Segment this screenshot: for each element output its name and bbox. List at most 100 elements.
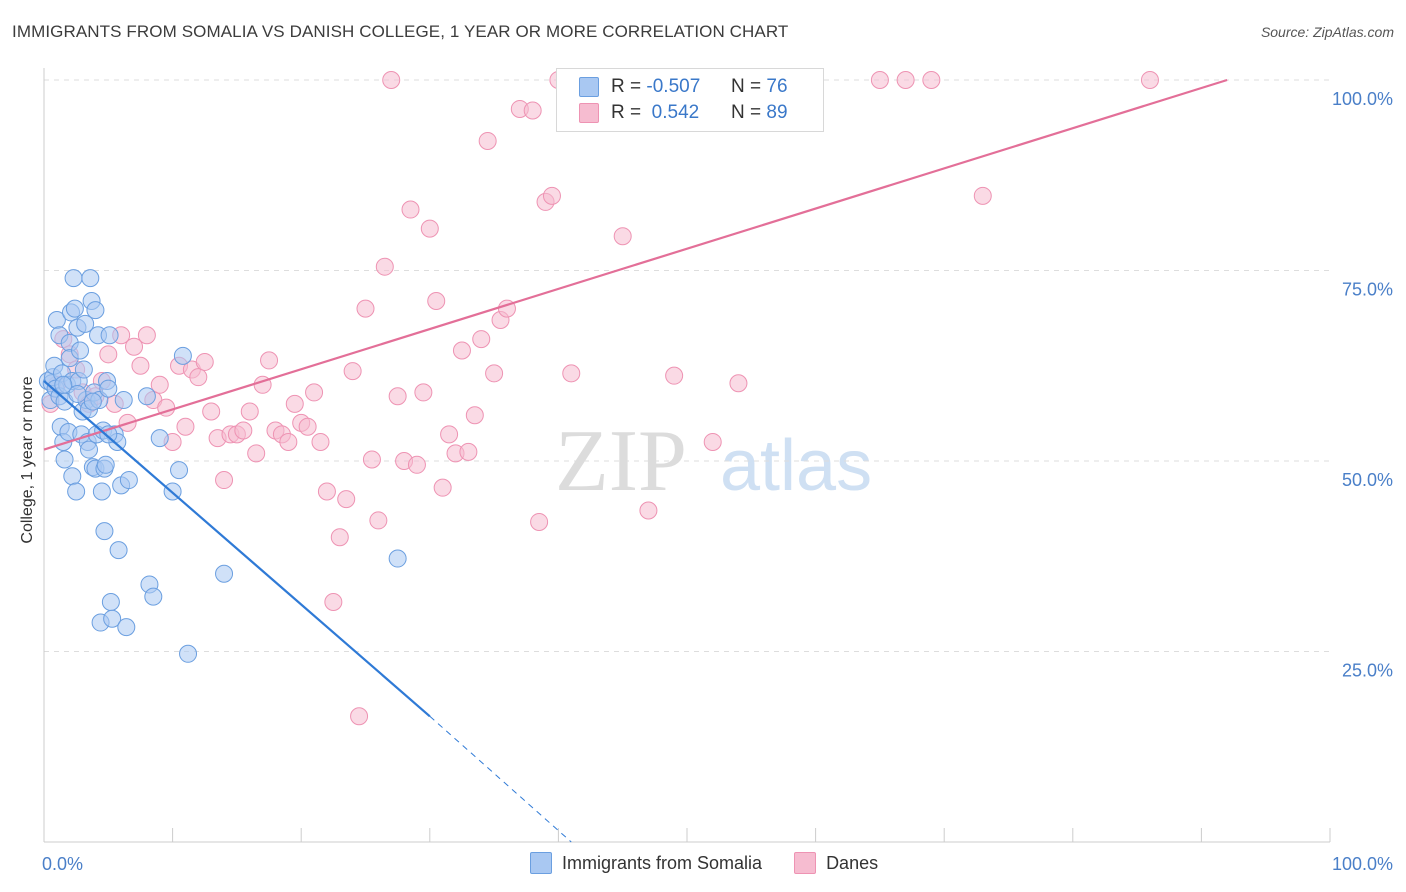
x-tick-label: 0.0% bbox=[42, 854, 83, 874]
danes-point bbox=[485, 364, 504, 383]
danes-point bbox=[356, 299, 375, 318]
danes-point bbox=[459, 442, 478, 461]
danes-point bbox=[150, 375, 169, 394]
x-tick-label: 100.0% bbox=[1332, 854, 1393, 874]
danes-point bbox=[433, 478, 452, 497]
danes-point bbox=[427, 291, 446, 310]
r-value-danes: 0.542 bbox=[651, 102, 700, 123]
danes-trend-line bbox=[43, 78, 1228, 451]
danes-point bbox=[337, 490, 356, 509]
danes-point bbox=[247, 444, 266, 463]
somalia-point bbox=[119, 471, 138, 490]
r-label: R = bbox=[611, 76, 642, 97]
legend-label-somalia: Immigrants from Somalia bbox=[562, 852, 763, 873]
somalia-point bbox=[83, 392, 102, 411]
danes-point bbox=[362, 450, 381, 469]
somalia-point bbox=[86, 301, 105, 320]
source-label: Source: ZipAtlas.com bbox=[1260, 24, 1394, 40]
danes-point bbox=[703, 432, 722, 451]
somalia-point bbox=[64, 269, 83, 288]
danes-point bbox=[452, 341, 471, 360]
somalia-trend-extension bbox=[429, 715, 572, 843]
legend-row-somalia: R = -0.507 N = 76 bbox=[579, 75, 788, 99]
somalia-point bbox=[81, 269, 100, 288]
y-tick-label: 50.0% bbox=[1342, 470, 1393, 490]
danes-point bbox=[523, 101, 542, 120]
danes-point bbox=[350, 707, 369, 726]
watermark-atlas: atlas bbox=[720, 426, 872, 506]
somalia-point bbox=[100, 326, 119, 345]
series-legend: Immigrants from Somalia Danes bbox=[530, 852, 910, 874]
n-label: N = bbox=[731, 102, 762, 123]
somalia-point bbox=[117, 618, 136, 637]
somalia-point bbox=[55, 450, 74, 469]
danes-point bbox=[440, 425, 459, 444]
danes-point bbox=[973, 186, 992, 205]
legend-item-danes: Danes bbox=[794, 852, 878, 874]
danes-point bbox=[176, 417, 195, 436]
somalia-point bbox=[67, 482, 86, 501]
somalia-point bbox=[68, 384, 87, 403]
danes-point bbox=[369, 511, 388, 530]
danes-point bbox=[407, 455, 426, 474]
danes-point bbox=[420, 219, 439, 238]
danes-point bbox=[375, 257, 394, 276]
y-tick-labels: 25.0% 50.0% 75.0% 100.0% bbox=[1332, 89, 1393, 681]
danes-point bbox=[189, 368, 208, 387]
danes-point bbox=[317, 482, 336, 501]
danes-point bbox=[388, 387, 407, 406]
legend-item-somalia: Immigrants from Somalia bbox=[530, 852, 762, 874]
danes-point bbox=[478, 131, 497, 150]
somalia-legend-swatch bbox=[530, 852, 552, 874]
y-tick-label: 75.0% bbox=[1342, 280, 1393, 300]
y-tick-label: 25.0% bbox=[1342, 661, 1393, 681]
somalia-point bbox=[103, 609, 122, 628]
danes-legend-swatch bbox=[794, 852, 817, 874]
n-value-danes: 89 bbox=[766, 102, 788, 123]
danes-point bbox=[382, 71, 401, 89]
somalia-point bbox=[173, 346, 192, 365]
somalia-point bbox=[74, 360, 93, 379]
somalia-swatch bbox=[579, 77, 599, 97]
danes-point bbox=[639, 501, 658, 520]
danes-point bbox=[202, 402, 221, 421]
danes-point bbox=[343, 362, 362, 381]
danes-point bbox=[1140, 71, 1159, 89]
danes-point bbox=[195, 352, 214, 371]
danes-point bbox=[465, 406, 484, 425]
danes-point bbox=[234, 421, 253, 440]
legend-label-danes: Danes bbox=[826, 852, 879, 873]
somalia-point bbox=[101, 592, 120, 611]
somalia-point bbox=[144, 587, 163, 606]
danes-point bbox=[305, 383, 324, 402]
r-label: R = bbox=[611, 102, 642, 123]
somalia-point bbox=[54, 375, 73, 394]
somalia-points bbox=[38, 269, 407, 663]
somalia-point bbox=[95, 522, 114, 541]
danes-swatch bbox=[579, 103, 599, 123]
danes-point bbox=[613, 227, 632, 246]
n-label: N = bbox=[731, 76, 762, 97]
danes-point bbox=[240, 402, 259, 421]
y-axis-label: College, 1 year or more bbox=[19, 376, 36, 543]
danes-point bbox=[729, 374, 748, 393]
somalia-trend-line bbox=[43, 380, 431, 718]
danes-point bbox=[472, 330, 491, 349]
danes-point bbox=[401, 200, 420, 219]
danes-point bbox=[330, 528, 349, 547]
r-value-somalia: -0.507 bbox=[646, 76, 701, 97]
axes bbox=[43, 68, 1331, 843]
danes-point bbox=[922, 71, 941, 89]
somalia-point bbox=[170, 461, 189, 480]
somalia-point bbox=[63, 467, 82, 486]
n-value-somalia: 76 bbox=[766, 76, 788, 97]
trend-lines bbox=[43, 78, 1228, 843]
somalia-point bbox=[65, 299, 84, 318]
legend-row-danes: R = 0.542 N = 89 bbox=[579, 101, 788, 125]
somalia-point bbox=[96, 455, 115, 474]
y-tick-label: 100.0% bbox=[1332, 89, 1393, 109]
danes-point bbox=[125, 337, 144, 356]
danes-point bbox=[530, 512, 549, 531]
somalia-point bbox=[80, 440, 99, 459]
